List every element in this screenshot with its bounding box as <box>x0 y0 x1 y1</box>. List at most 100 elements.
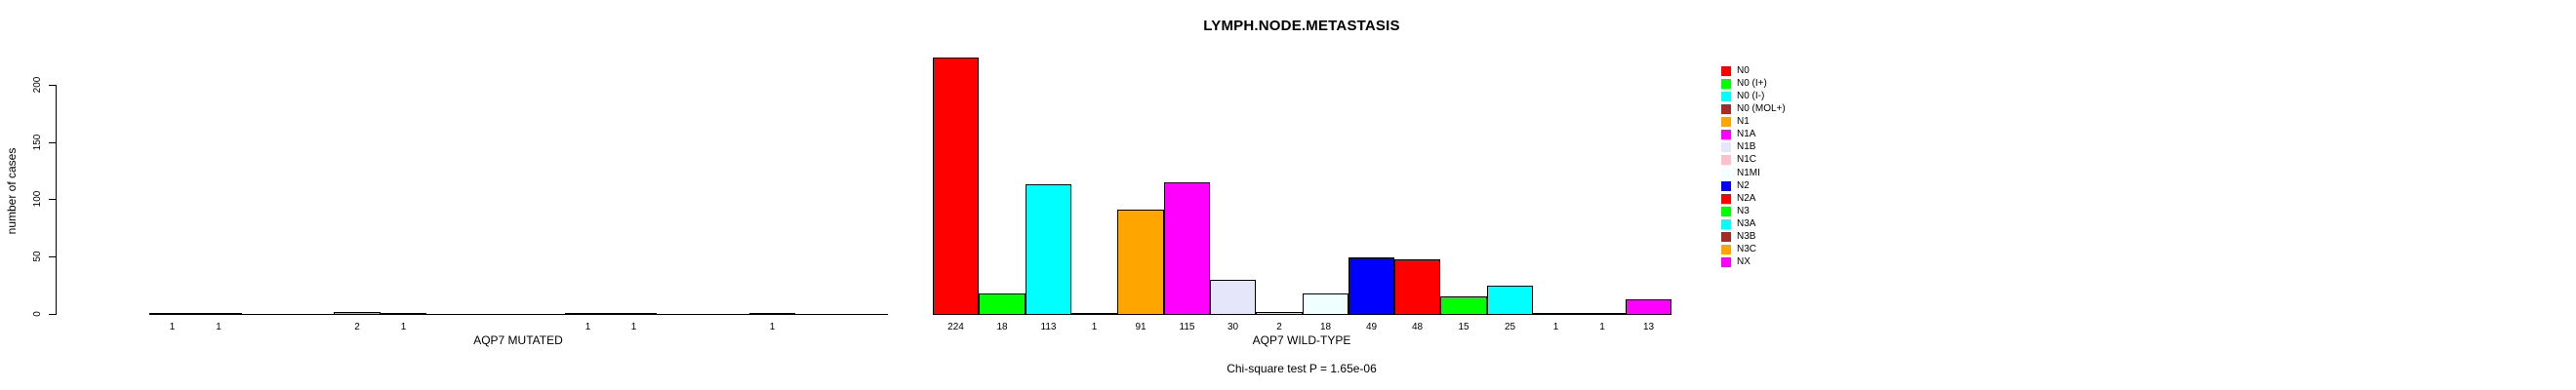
legend-item: N1A <box>1721 129 1755 139</box>
legend-item: N3A <box>1721 218 1755 229</box>
legend-swatch <box>1721 129 1731 139</box>
bar-label: 15 <box>1458 322 1469 332</box>
bar <box>1440 296 1487 315</box>
legend-label: N0 (MOL+) <box>1737 103 1786 114</box>
legend-label: N3A <box>1737 218 1756 229</box>
legend-item: N2 <box>1721 180 1750 191</box>
bar <box>1026 184 1071 315</box>
bar-label: 1 <box>630 322 637 332</box>
legend-swatch <box>1721 218 1731 229</box>
legend-swatch <box>1721 141 1731 152</box>
bar-label: 1 <box>584 322 591 332</box>
legend-item: N3B <box>1721 231 1755 242</box>
bar <box>749 313 795 315</box>
bar <box>1579 313 1626 315</box>
y-tick-label: 50 <box>32 251 43 262</box>
bar-label: 113 <box>1040 322 1057 332</box>
y-tick-label: 0 <box>32 311 43 317</box>
bar-label: 224 <box>947 322 964 332</box>
chi-square-caption: Chi-square test P = 1.65e-06 <box>1227 362 1377 375</box>
bar <box>1117 210 1164 315</box>
bar-label: 18 <box>1319 322 1332 332</box>
legend-item: N1 <box>1721 116 1750 127</box>
bar-label: 91 <box>1135 322 1147 332</box>
bar-label: 1 <box>169 322 176 332</box>
bar-label: 115 <box>1179 322 1195 332</box>
legend-item: N3 <box>1721 206 1750 216</box>
legend-label: N2A <box>1737 193 1756 204</box>
y-tick-mark <box>49 199 56 200</box>
legend-item: N0 <box>1721 65 1750 76</box>
legend-item: N2A <box>1721 193 1755 204</box>
bar-label: 1 <box>769 322 776 332</box>
bar <box>1533 313 1579 315</box>
bar <box>1164 182 1210 315</box>
legend-swatch <box>1721 231 1731 242</box>
y-tick-mark <box>49 314 56 315</box>
legend-item: N1C <box>1721 154 1756 165</box>
y-tick-mark <box>49 256 56 257</box>
legend-label: N1 <box>1737 116 1750 127</box>
bar-label: 13 <box>1642 322 1655 332</box>
legend-item: N1MI <box>1721 168 1760 178</box>
legend-swatch <box>1721 78 1731 89</box>
y-axis-label: number of cases <box>5 147 19 235</box>
bar <box>1071 313 1117 315</box>
bar <box>1394 259 1440 315</box>
legend-item: N0 (MOL+) <box>1721 103 1786 114</box>
bar <box>1210 280 1256 315</box>
legend-label: N3 <box>1737 206 1750 216</box>
bar <box>195 313 242 315</box>
legend-swatch <box>1721 244 1731 254</box>
y-tick-label: 100 <box>32 190 43 208</box>
x-group-label-mutated: AQP7 MUTATED <box>473 333 563 347</box>
legend-label: N1A <box>1737 129 1756 139</box>
bar-label: 18 <box>996 322 1008 332</box>
y-tick-mark <box>49 85 56 86</box>
legend-swatch <box>1721 116 1731 127</box>
bar <box>565 313 611 315</box>
bar <box>1256 312 1303 315</box>
bar <box>933 58 979 315</box>
legend-swatch <box>1721 168 1731 178</box>
bar <box>611 313 657 315</box>
legend-swatch <box>1721 256 1731 267</box>
bar <box>1487 286 1533 315</box>
bar <box>1348 257 1394 315</box>
legend-label: N0 (I+) <box>1737 78 1767 89</box>
legend-swatch <box>1721 154 1731 165</box>
bar-label: 1 <box>400 322 407 332</box>
legend-swatch <box>1721 103 1731 114</box>
bar-label: 1 <box>1552 322 1559 332</box>
y-axis-line <box>56 85 57 315</box>
legend-label: N3B <box>1737 231 1756 242</box>
legend-label: N1MI <box>1737 168 1760 178</box>
bar-label: 48 <box>1411 322 1424 332</box>
y-tick-mark <box>49 142 56 143</box>
legend-swatch <box>1721 206 1731 216</box>
legend-item: N0 (I+) <box>1721 78 1767 89</box>
legend-label: N3C <box>1737 244 1757 254</box>
bar <box>1626 299 1671 315</box>
legend-label: N1C <box>1737 154 1757 165</box>
bar <box>334 312 381 315</box>
legend-swatch <box>1721 91 1731 101</box>
y-tick-label: 150 <box>32 134 43 151</box>
bar-label: 1 <box>1091 322 1098 332</box>
legend-label: N2 <box>1737 180 1750 191</box>
chart-title: LYMPH.NODE.METASTASIS <box>1203 18 1400 34</box>
bar <box>149 313 195 315</box>
bar <box>381 313 426 315</box>
legend-swatch <box>1721 180 1731 191</box>
legend-item: NX <box>1721 256 1751 267</box>
bar-label: 25 <box>1504 322 1516 332</box>
bar-label: 1 <box>1599 322 1605 332</box>
bar <box>979 293 1026 315</box>
bar-label: 1 <box>216 322 221 332</box>
x-group-label-wild-type: AQP7 WILD-TYPE <box>1252 333 1351 347</box>
bar-label: 2 <box>354 322 360 332</box>
bar-label: 30 <box>1227 322 1239 332</box>
bar <box>1303 293 1348 315</box>
group-baseline <box>149 314 888 315</box>
